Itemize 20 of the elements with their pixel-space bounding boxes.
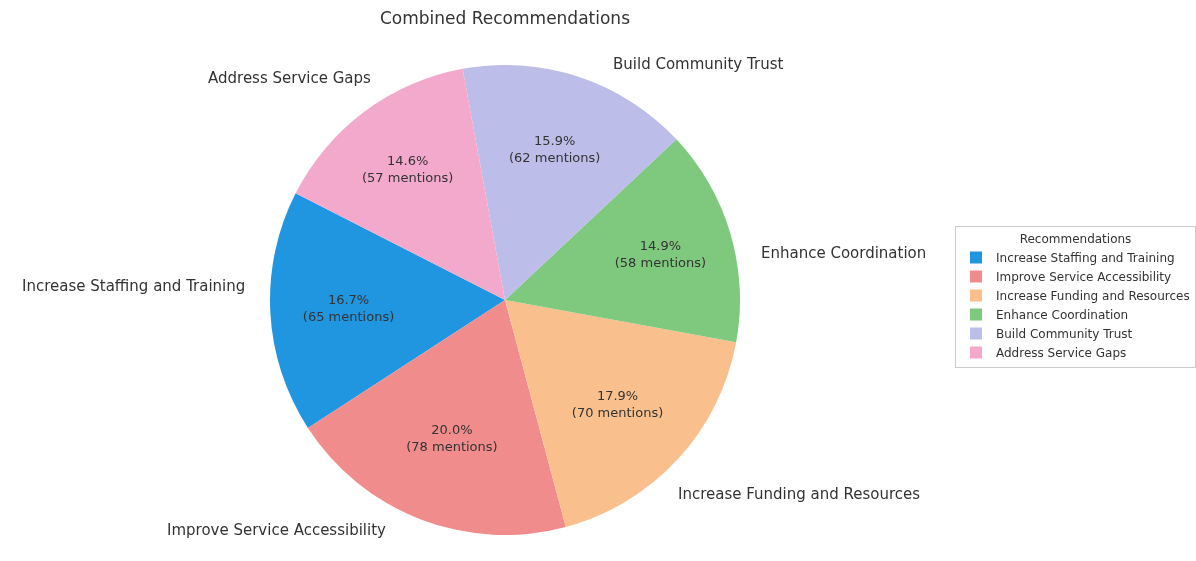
legend-label: Increase Staffing and Training [996, 251, 1175, 266]
legend-title: Recommendations [1019, 231, 1132, 246]
data-label: 17.9% (70 mentions) [571, 387, 664, 420]
slice-label: Increase Funding and Resources [678, 485, 921, 503]
legend-label: Address Service Gaps [996, 346, 1127, 361]
data-label: 20.0% (78 mentions) [406, 422, 498, 455]
data-label: 15.9% (62 mentions) [509, 133, 601, 166]
slice-label: Build Community Trust [613, 55, 784, 73]
slice-label: Address Service Gaps [208, 69, 372, 87]
chart-title: Combined Recommendations [379, 7, 631, 28]
data-label: 16.7% (65 mentions) [302, 292, 395, 325]
slice-label: Improve Service Accessibility [167, 521, 387, 539]
legend-label: Build Community Trust [996, 327, 1133, 342]
slice-label: Increase Staffing and Training [22, 277, 246, 295]
legend-label: Improve Service Accessibility [996, 270, 1172, 285]
data-label: 14.9% (58 mentions) [614, 238, 707, 271]
data-label: 14.6% (57 mentions) [362, 153, 454, 186]
legend-label: Enhance Coordination [996, 308, 1129, 323]
legend-label: Increase Funding and Resources [996, 289, 1190, 304]
slice-label: Enhance Coordination [761, 244, 927, 262]
